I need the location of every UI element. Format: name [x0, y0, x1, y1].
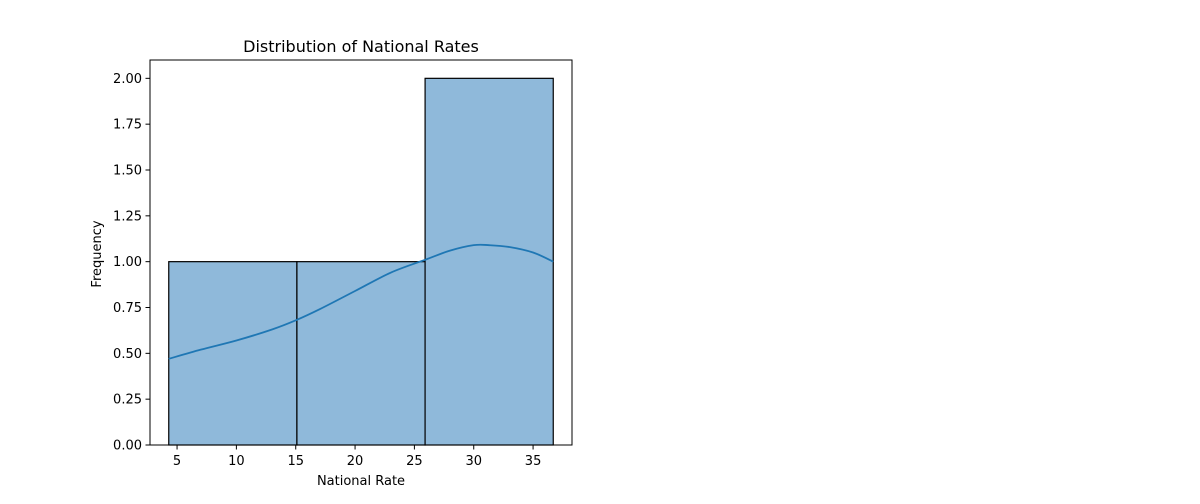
y-tick-label: 0.00	[113, 439, 142, 454]
y-tick-label: 1.25	[113, 209, 142, 224]
y-tick-label: 1.50	[113, 164, 142, 179]
kde-line	[168, 243, 554, 360]
y-axis-label: Frequency	[90, 220, 105, 287]
histogram-bar-3	[424, 77, 554, 446]
x-tick-label: 5	[173, 454, 181, 469]
y-tick-label: 0.50	[113, 347, 142, 362]
y-tick-label: 2.00	[113, 72, 142, 87]
x-tick-label: 10	[228, 454, 245, 469]
y-tick-label: 0.25	[113, 393, 142, 408]
kde-layer	[168, 243, 554, 360]
x-axis: 5 10 15 20 25 30 35	[173, 445, 541, 469]
x-tick-label: 25	[406, 454, 423, 469]
y-tick-label: 1.75	[113, 118, 142, 133]
axes-frame	[149, 59, 573, 446]
y-tick-label: 0.75	[113, 301, 142, 316]
histogram-bar-2	[296, 261, 426, 446]
y-axis: 0.00 0.25 0.50 0.75 1.00 1.25 1.50 1.75 2.00	[113, 72, 150, 454]
x-tick-label: 35	[525, 454, 542, 469]
x-tick-label: 15	[287, 454, 304, 469]
x-axis-label: National Rate	[317, 474, 405, 489]
y-tick-label: 1.00	[113, 255, 142, 270]
chart-title: Distribution of National Rates	[243, 37, 479, 56]
x-tick-label: 20	[347, 454, 364, 469]
x-tick-label: 30	[465, 454, 482, 469]
bars-layer	[168, 77, 554, 446]
